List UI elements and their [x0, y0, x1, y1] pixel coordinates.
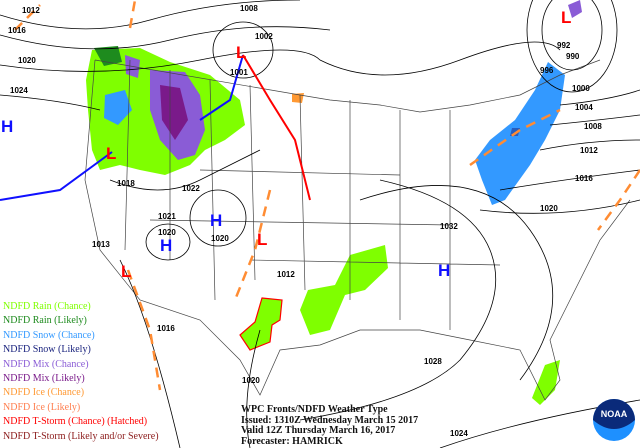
isobar-label: 1016 — [157, 324, 175, 333]
isobar-label: 1008 — [240, 4, 258, 13]
rain-likely-area — [94, 46, 122, 66]
legend: NDFD Rain (Chance) NDFD Rain (Likely) NDFD… — [3, 300, 159, 444]
isobar-label: 1002 — [255, 32, 273, 41]
high-pressure-marker: H — [210, 211, 222, 230]
product-title: WPC Fronts/NDFD Weather Type — [241, 404, 388, 415]
trough-2 — [126, 269, 162, 391]
high-pressure-marker: H — [160, 236, 172, 255]
legend-item: NDFD T-Storm (Chance) (Hatched) — [3, 416, 148, 428]
snow-chance-area-northeast — [475, 62, 565, 205]
isobar-label: 996 — [540, 66, 554, 75]
low-pressure-marker: L — [257, 230, 267, 249]
cold-front-west — [0, 151, 113, 201]
trough-6 — [128, 0, 137, 29]
isobar-label: 1021 — [158, 212, 176, 221]
isobar-label: 992 — [557, 41, 571, 50]
noaa-logo: NOAA — [593, 399, 635, 441]
tstorm-chance-area-texas — [239, 297, 283, 351]
issued-time: Issued: 1310Z Wednesday March 15 2017 — [241, 414, 419, 426]
pressure-centers: H H H H L L L L L — [1, 8, 571, 281]
mix-area-maine — [568, 0, 582, 18]
isobar-labels: 1012 1016 1020 1024 1008 1002 1001 1018 1022 1021… — [8, 4, 602, 438]
isobar-label: 1001 — [230, 68, 248, 77]
trough-5 — [14, 4, 41, 31]
legend-item: NDFD Ice (Chance) — [3, 387, 85, 399]
isobar-label: 1012 — [277, 270, 295, 279]
trough-3 — [469, 108, 561, 167]
legend-item: NDFD Rain (Likely) — [3, 315, 87, 327]
mix-likely-area — [160, 85, 188, 140]
isobar-label: 1013 — [92, 240, 110, 249]
trough-1 — [233, 189, 272, 301]
isobar-label: 990 — [566, 52, 580, 61]
state-lines — [124, 59, 501, 330]
isobar-label: 1012 — [22, 6, 40, 15]
isobar-label: 1000 — [572, 84, 590, 93]
rain-chance-area-florida — [532, 360, 560, 405]
high-pressure-marker: H — [438, 261, 450, 280]
isobar-label: 1016 — [8, 26, 26, 35]
isobar-label: 1020 — [540, 204, 558, 213]
cold-front-north — [199, 54, 244, 121]
isobar-label: 1020 — [242, 376, 260, 385]
snow-chance-area-west — [104, 90, 132, 125]
legend-item: NDFD Snow (Chance) — [3, 329, 95, 341]
isobar-label: 1020 — [18, 56, 36, 65]
legend-item: NDFD Snow (Likely) — [3, 344, 91, 356]
low-pressure-marker: L — [236, 43, 246, 62]
legend-item: NDFD Mix (Likely) — [3, 373, 85, 385]
isobar-label: 1022 — [182, 184, 200, 193]
svg-text:NOAA: NOAA — [601, 409, 628, 419]
low-pressure-marker: L — [561, 8, 571, 27]
isobar-label: 1012 — [580, 146, 598, 155]
fronts — [0, 0, 640, 391]
isobar-label: 1024 — [450, 429, 468, 438]
legend-item: NDFD Mix (Chance) — [3, 358, 89, 370]
isobar-label: 1032 — [440, 222, 458, 231]
legend-item: NDFD Rain (Chance) — [3, 301, 91, 312]
high-pressure-marker: H — [1, 117, 13, 136]
isobar-label: 1024 — [10, 86, 28, 95]
isobar-label: 1008 — [584, 122, 602, 131]
title-block: WPC Fronts/NDFD Weather Type Issued: 131… — [241, 404, 419, 447]
isobar-label: 1004 — [575, 103, 593, 112]
isobar-label: 1016 — [575, 174, 593, 183]
valid-time: Valid 12Z Thursday March 16, 2017 — [241, 425, 396, 436]
forecaster: Forecaster: HAMRICK — [241, 435, 343, 447]
rain-chance-area-south — [300, 245, 388, 335]
low-pressure-marker: L — [121, 262, 131, 281]
isobar-label: 1028 — [424, 357, 442, 366]
trough-4 — [596, 169, 640, 231]
low-pressure-marker: L — [106, 144, 116, 163]
isobar-label: 1020 — [158, 228, 176, 237]
isobar-label: 1020 — [211, 234, 229, 243]
legend-item: NDFD T-Storm (Likely and/or Severe) — [3, 430, 159, 442]
warm-front — [242, 54, 311, 201]
legend-item: NDFD Ice (Likely) — [3, 401, 81, 413]
isobar-label: 1018 — [117, 179, 135, 188]
